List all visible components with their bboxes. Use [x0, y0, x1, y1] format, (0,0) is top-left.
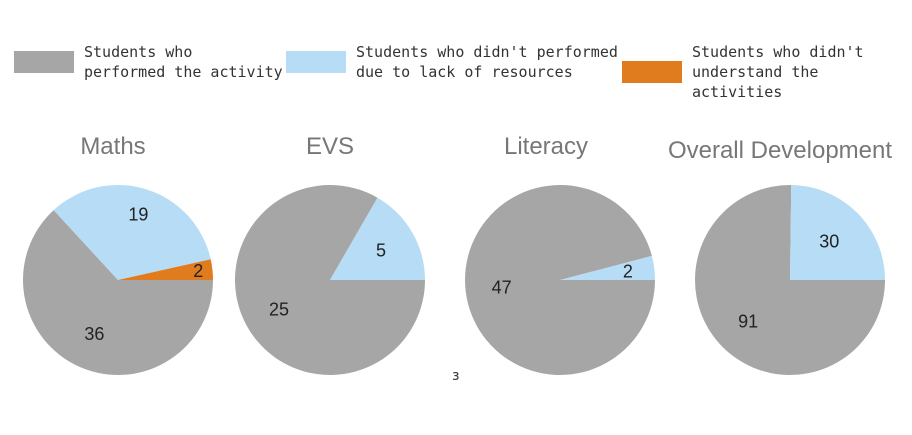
pie-slice [53, 185, 211, 280]
pie-slice [790, 185, 885, 280]
legend-item-lack-resources: Students who didn't performed due to lac… [286, 42, 618, 82]
legend-item-not-understand: Students who didn't understand the activ… [622, 42, 912, 102]
legend-item-performed: Students who performed the activity [14, 42, 283, 82]
pie-title: Overall Development [668, 137, 892, 164]
pie-literacy: 47 2 [465, 185, 656, 376]
data-label: 19 [128, 205, 148, 225]
pie-maths: 36 19 2 [23, 185, 213, 375]
legend-swatch-not-understand [622, 61, 682, 83]
legend-swatch-lack-resources [286, 51, 346, 73]
pie-slice [118, 259, 213, 280]
stray-mark: з [452, 368, 459, 384]
pie-slice [465, 185, 656, 376]
data-label: 2 [623, 261, 633, 281]
pie-title: Literacy [504, 133, 588, 160]
legend-label-lack-resources: Students who didn't performed due to lac… [356, 43, 618, 81]
pie-slice [23, 210, 213, 375]
legend-label-performed: Students who performed the activity [84, 43, 283, 81]
legend-label-not-understand: Students who didn't understand the activ… [692, 43, 864, 101]
pie-title: Maths [80, 133, 145, 160]
data-label: 36 [84, 324, 104, 344]
data-label: 47 [492, 278, 512, 298]
pie-overall-development: 91 30 [695, 185, 885, 375]
data-label: 91 [738, 311, 758, 331]
pie-slice [560, 255, 655, 280]
pie-slice [330, 197, 425, 280]
pie-title: EVS [306, 133, 354, 160]
data-label: 30 [819, 231, 839, 251]
data-label: 25 [269, 299, 289, 319]
data-label: 2 [193, 261, 203, 281]
data-label: 5 [376, 241, 386, 261]
pie-evs: 25 5 [235, 185, 425, 375]
chart-legend: Students who performed the activity Stud… [0, 38, 912, 101]
legend-swatch-performed [14, 51, 74, 73]
